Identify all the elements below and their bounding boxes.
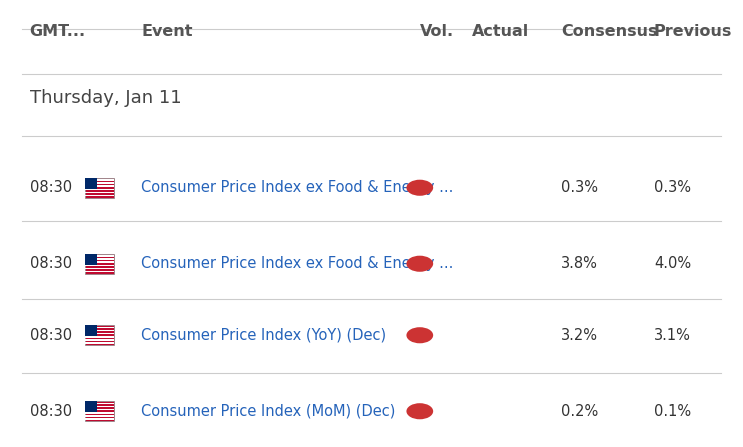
Text: 08:30: 08:30	[30, 404, 72, 419]
Bar	[85, 268, 114, 269]
Bar	[85, 325, 114, 345]
Text: 0.2%: 0.2%	[561, 404, 598, 419]
Text: 08:30: 08:30	[30, 256, 72, 271]
Bar	[85, 192, 114, 193]
Bar	[85, 409, 114, 410]
Bar	[85, 189, 114, 190]
Bar	[85, 403, 114, 404]
Text: Consumer Price Index ex Food & Energy ...: Consumer Price Index ex Food & Energy ..…	[141, 180, 453, 195]
Bar	[85, 401, 114, 421]
Bar	[85, 254, 97, 265]
Circle shape	[406, 256, 433, 272]
Text: Actual: Actual	[472, 24, 529, 39]
Text: Event: Event	[141, 24, 192, 39]
Text: Previous: Previous	[654, 24, 732, 39]
Bar	[85, 265, 114, 266]
Bar	[85, 195, 114, 196]
Text: 08:30: 08:30	[30, 328, 72, 343]
Bar	[85, 336, 114, 337]
Bar	[85, 412, 114, 413]
Text: Consensus: Consensus	[561, 24, 658, 39]
Bar	[85, 261, 114, 263]
Circle shape	[406, 180, 433, 196]
Text: GMT...: GMT...	[30, 24, 86, 39]
Text: 4.0%: 4.0%	[654, 256, 691, 271]
Bar	[85, 271, 114, 272]
Bar	[85, 258, 114, 260]
Bar	[85, 182, 114, 184]
Bar	[85, 177, 97, 189]
Bar	[85, 418, 114, 420]
Circle shape	[406, 327, 433, 343]
Bar	[85, 339, 114, 341]
Bar	[85, 254, 114, 274]
Text: 3.1%: 3.1%	[654, 328, 691, 343]
Bar	[85, 255, 114, 257]
Text: Thursday, Jan 11: Thursday, Jan 11	[30, 89, 181, 107]
Bar	[85, 325, 97, 336]
Text: 3.2%: 3.2%	[561, 328, 598, 343]
Circle shape	[406, 403, 433, 419]
Bar	[85, 327, 114, 328]
Text: Consumer Price Index ex Food & Energy ...: Consumer Price Index ex Food & Energy ..…	[141, 256, 453, 271]
Bar	[85, 186, 114, 187]
Bar	[85, 330, 114, 331]
Text: Consumer Price Index (YoY) (Dec): Consumer Price Index (YoY) (Dec)	[141, 328, 386, 343]
Bar	[85, 179, 114, 181]
Text: 08:30: 08:30	[30, 180, 72, 195]
Bar	[85, 401, 97, 412]
Text: Consumer Price Index (MoM) (Dec): Consumer Price Index (MoM) (Dec)	[141, 404, 395, 419]
Bar	[85, 342, 114, 344]
Bar	[85, 178, 114, 198]
Text: 0.1%: 0.1%	[654, 404, 691, 419]
Text: Vol.: Vol.	[420, 24, 454, 39]
Bar	[85, 406, 114, 407]
Text: 0.3%: 0.3%	[654, 180, 691, 195]
Bar	[85, 333, 114, 334]
Text: 0.3%: 0.3%	[561, 180, 598, 195]
Text: 3.8%: 3.8%	[561, 256, 598, 271]
Bar	[85, 415, 114, 417]
